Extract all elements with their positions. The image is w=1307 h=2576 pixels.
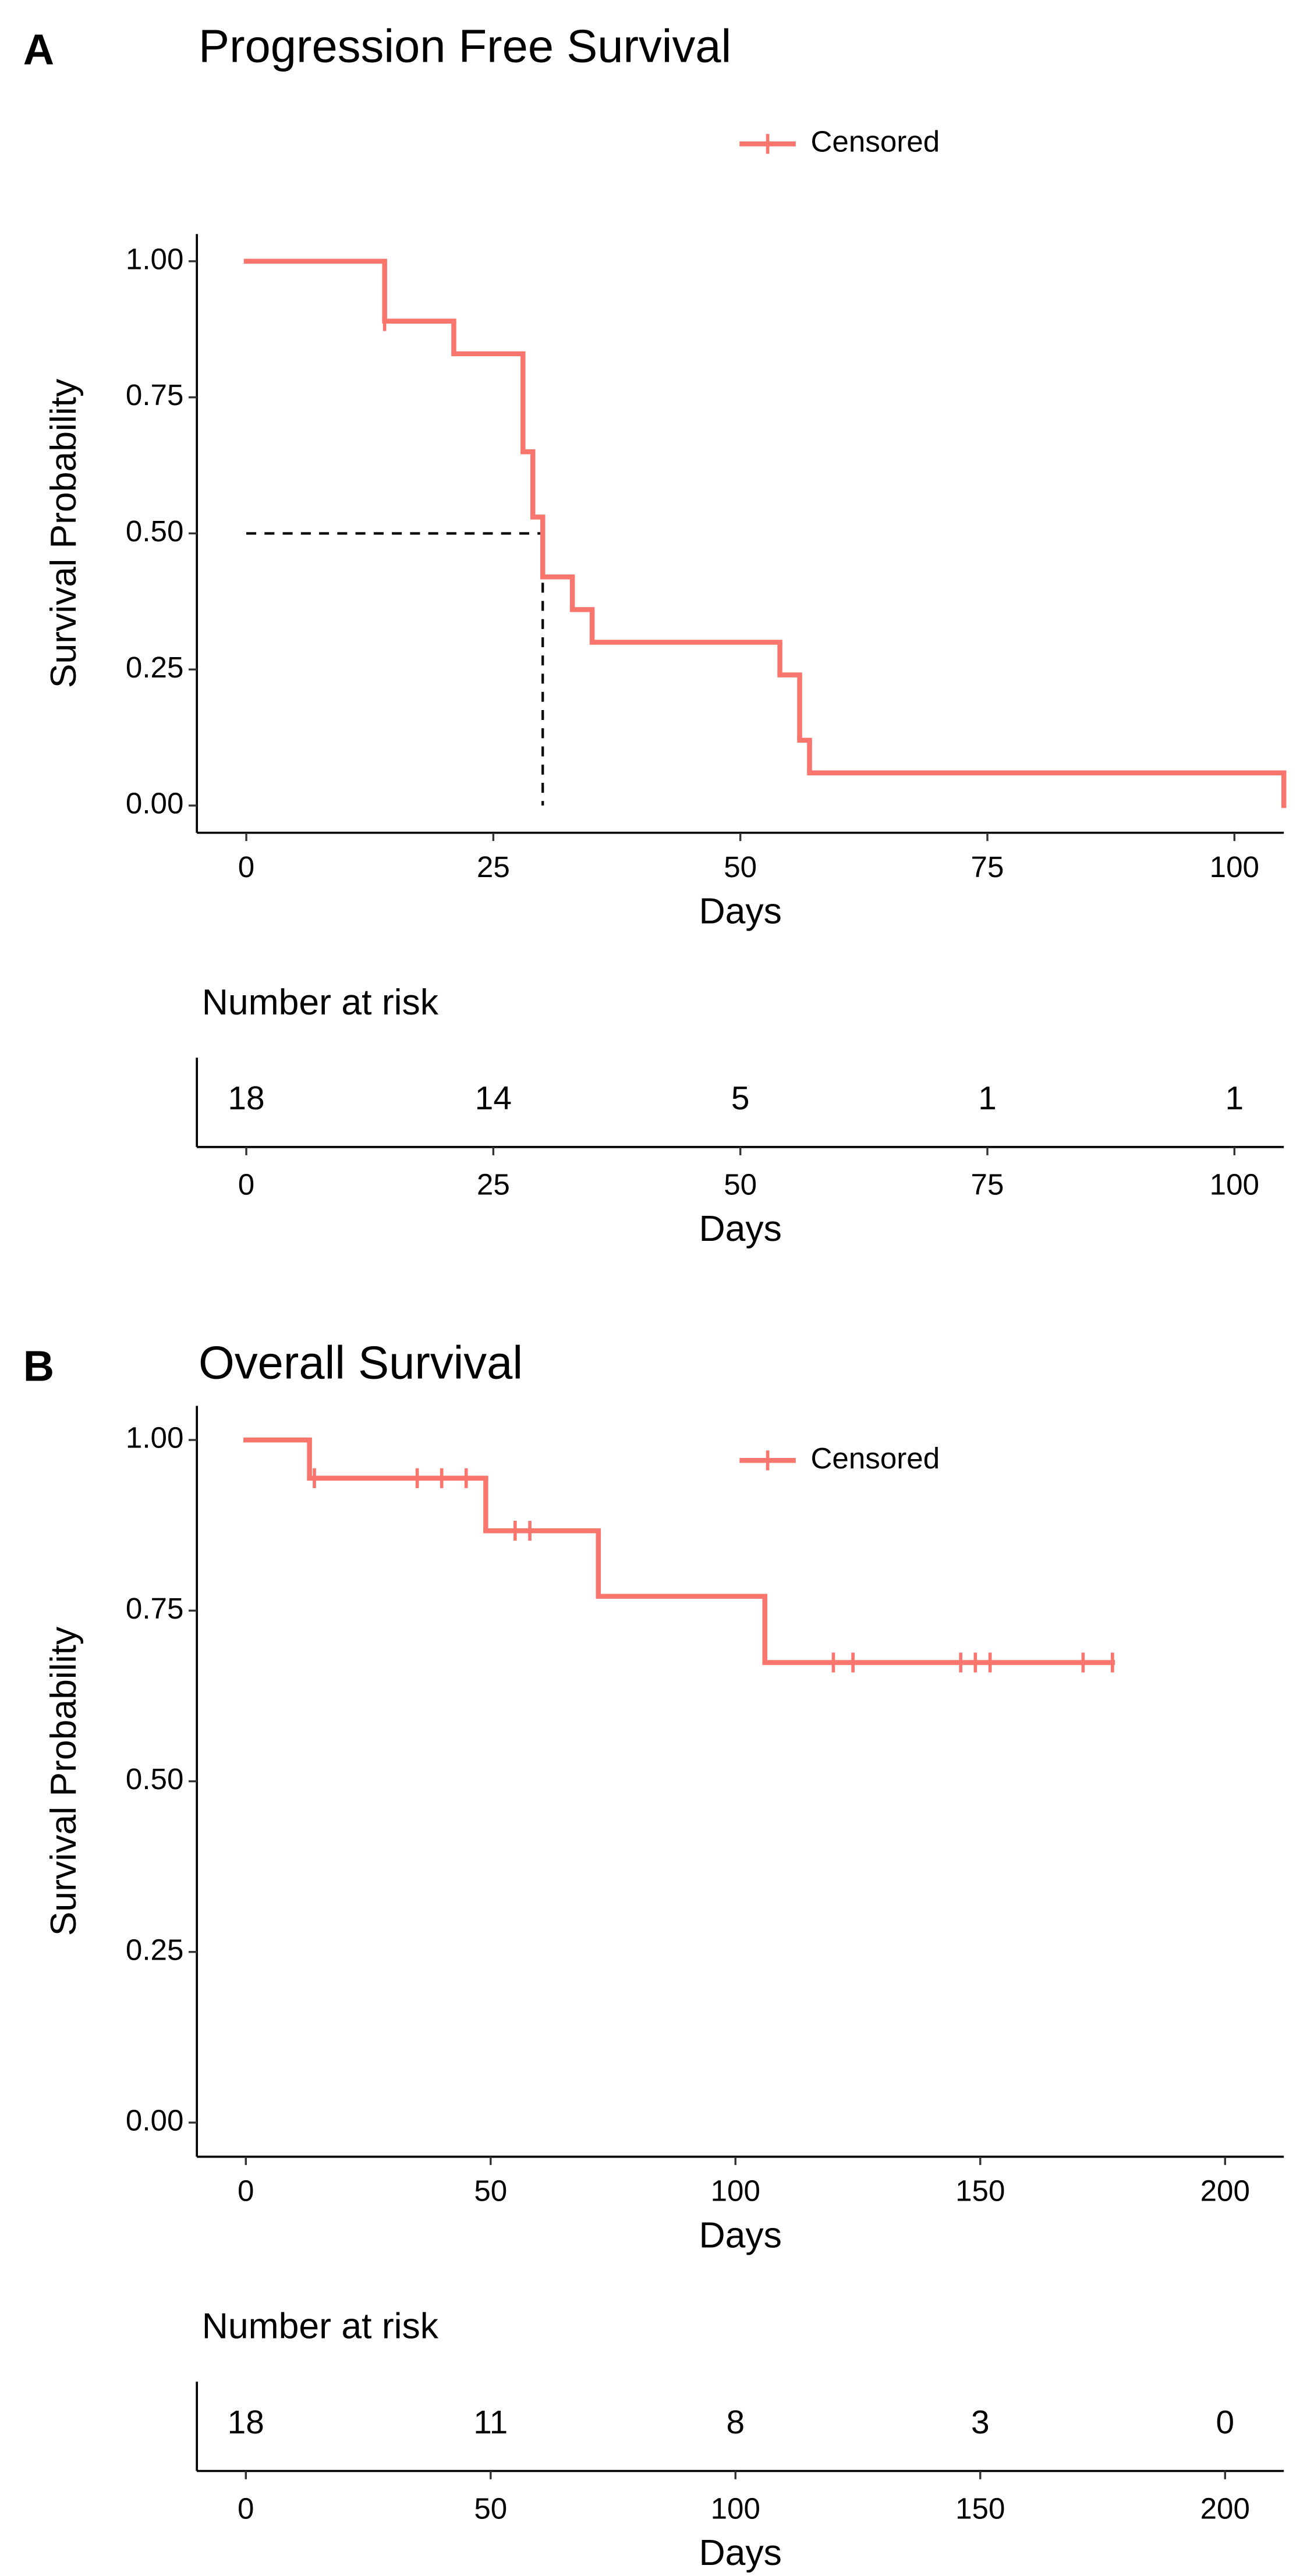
risk-count: 3 (971, 2404, 990, 2441)
x-tick-label: 150 (955, 2174, 1005, 2208)
risk-x-axis-label: Days (699, 2532, 781, 2573)
risk-title: Number at risk (202, 2306, 439, 2347)
y-tick-label: 1.00 (126, 242, 184, 275)
x-tick-label: 50 (724, 850, 757, 883)
x-tick-label: 200 (1200, 2174, 1250, 2208)
y-axis-label: Survival Probability (43, 1626, 84, 1936)
y-tick-label: 1.00 (126, 1421, 184, 1454)
x-tick-label: 50 (474, 2174, 507, 2208)
x-tick-label: 100 (1210, 850, 1259, 883)
chart-title: Overall Survival (199, 1336, 523, 1388)
y-tick-label: 0.25 (126, 651, 184, 684)
y-tick-label: 0.50 (126, 1762, 184, 1796)
y-axis-label: Survival Probability (43, 378, 84, 688)
risk-count: 8 (726, 2404, 745, 2441)
x-axis-label: Days (699, 891, 781, 932)
x-tick-label: 0 (238, 850, 254, 883)
risk-x-tick-label: 100 (1210, 1168, 1259, 1201)
risk-count: 18 (228, 1080, 264, 1117)
risk-x-tick-label: 50 (724, 1168, 757, 1201)
chart-title: Progression Free Survival (199, 20, 731, 72)
risk-count: 1 (1225, 1080, 1244, 1117)
panel-label: A (23, 25, 54, 73)
y-tick-label: 0.75 (126, 378, 184, 411)
y-tick-label: 0.00 (126, 787, 184, 820)
risk-x-tick-label: 0 (238, 1168, 254, 1201)
risk-x-tick-label: 50 (474, 2492, 507, 2525)
risk-count: 5 (731, 1080, 750, 1117)
legend-label: Censored (810, 125, 940, 158)
x-tick-label: 25 (477, 850, 510, 883)
risk-x-tick-label: 100 (711, 2492, 760, 2525)
risk-x-tick-label: 0 (238, 2492, 254, 2525)
y-tick-label: 0.50 (126, 515, 184, 548)
y-tick-label: 0.00 (126, 2103, 184, 2137)
risk-count: 11 (473, 2404, 508, 2441)
median-line (246, 532, 544, 806)
risk-count: 1 (978, 1080, 997, 1117)
risk-count: 0 (1216, 2404, 1234, 2441)
x-tick-label: 75 (971, 850, 1004, 883)
panel-label: B (23, 1342, 54, 1390)
risk-x-tick-label: 200 (1200, 2492, 1250, 2525)
risk-x-tick-label: 150 (955, 2492, 1005, 2525)
risk-x-tick-label: 75 (971, 1168, 1004, 1201)
x-axis-label: Days (699, 2215, 781, 2255)
legend-label: Censored (810, 1442, 940, 1475)
y-tick-label: 0.25 (126, 1933, 184, 1966)
x-tick-label: 100 (711, 2174, 760, 2208)
risk-title: Number at risk (202, 982, 439, 1023)
x-tick-label: 0 (238, 2174, 254, 2208)
risk-x-tick-label: 25 (477, 1168, 510, 1201)
y-tick-label: 0.75 (126, 1592, 184, 1625)
risk-count: 14 (475, 1080, 512, 1117)
risk-x-axis-label: Days (699, 1208, 781, 1249)
risk-count: 18 (228, 2404, 264, 2441)
